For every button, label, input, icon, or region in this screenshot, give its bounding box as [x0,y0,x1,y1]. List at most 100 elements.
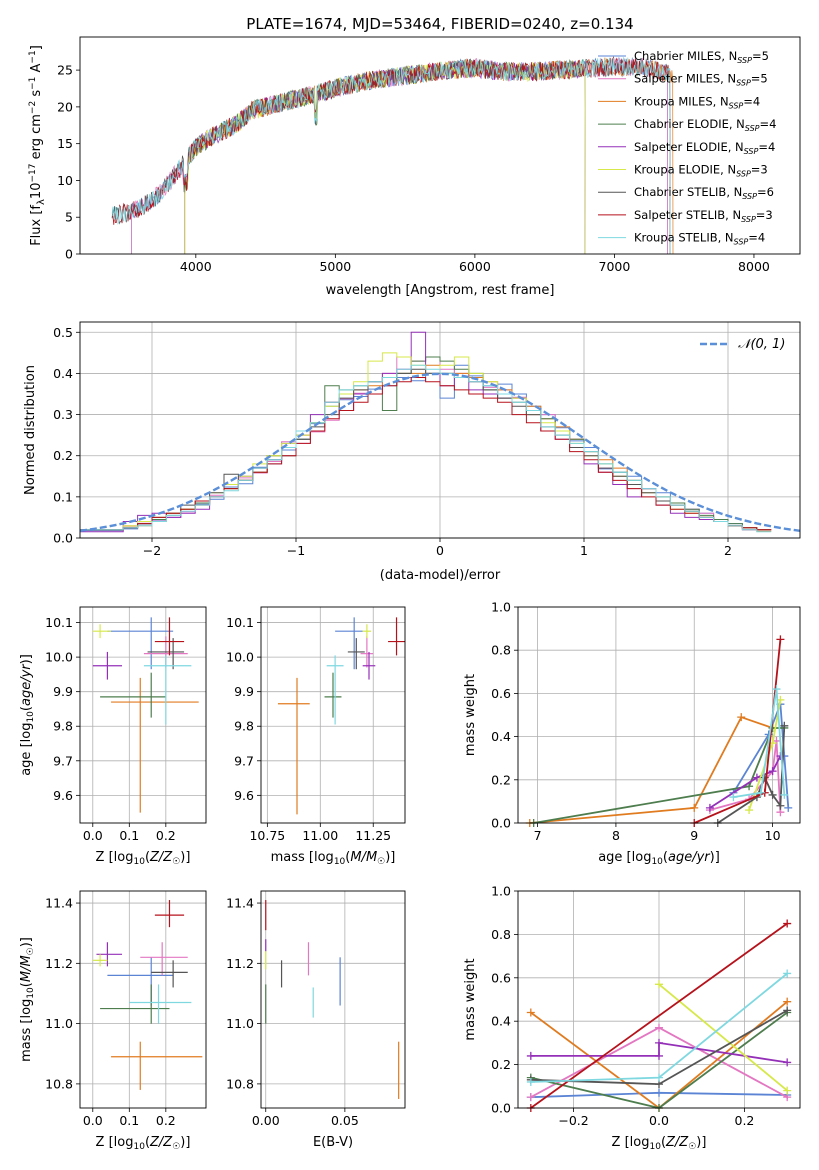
weight-series-line [733,688,786,798]
weight_vs_age-ytick-label: 0.2 [491,772,511,787]
residuals-xlabel: (data-model)/error [380,568,501,583]
residuals-frame [79,321,801,539]
errorbar-point [154,617,185,656]
spectrum-xtick-label: 6000 [459,259,491,274]
weight-series-marker [526,1008,535,1017]
mass_vs_ebv-ytick-label: 11.0 [226,1016,254,1031]
legend-entry: Salpeter STELIB, NSSP=3 [634,208,773,224]
spectrum-series [184,59,586,254]
residuals-ytick-label: 0.2 [53,448,73,463]
normal-reference-curve [80,372,800,532]
errorbar-point [154,900,185,928]
residuals-ytick-label: 0.5 [53,325,73,340]
histogram-series [80,356,772,531]
residuals-ytick-label: 0.1 [53,489,73,504]
histogram-series [80,364,772,532]
errorbar-point [92,954,108,967]
weight_vs_age-frame [517,606,801,824]
weight-series-marker [526,1077,535,1086]
mass_vs_Z-xlabel: Z [log10(Z/Z☉)] [96,1135,191,1152]
errorbar-point [277,677,310,815]
weight-series-marker [655,980,663,989]
legend-entry: 𝒩(0, 1) [738,337,785,352]
weight-series-marker [780,790,789,799]
weight-series-marker [772,685,781,694]
errorbar-point [107,957,174,1006]
age_vs_Z-ytick-label: 9.9 [53,684,73,699]
weight-series-marker [729,793,738,802]
histogram-series [80,364,772,532]
spectrum-ytick-label: 5 [65,210,73,225]
weight_vs_age-ytick-label: 0.4 [491,729,511,744]
weight-series-line [693,639,782,824]
weight-series-marker [526,1051,535,1060]
residuals-xtick-label: −1 [287,543,305,558]
weight-series-line [717,725,786,824]
age_vs_mass-xlabel: mass [log10(M/M☉)] [271,850,396,867]
errorbar-point [326,655,344,725]
weight-series-marker [783,997,792,1006]
weight-series-marker [690,803,699,812]
legend-entry: Salpeter ELODIE, NSSP=4 [634,140,775,156]
spectrum-series [131,57,668,254]
mass_vs_ebv-xlabel: E(B-V) [313,1135,353,1150]
spectrum-series [111,56,671,254]
errorbar-point [335,617,363,670]
mass_vs_ebv-frame [260,890,406,1109]
mass_vs_Z-axes: 0.0 0.1 0.2 10.8 11.0 11.2 11.4 [45,891,206,1128]
age_vs_Z-xtick-label: 0.1 [119,828,139,843]
age_vs_Z-frame [79,606,207,824]
spectrum-frame [79,36,801,255]
legend-entry: Chabrier MILES, NSSP=5 [634,49,769,65]
mass_vs_ebv-xtick-label: 0.05 [331,1113,359,1128]
spectrum-series [111,57,671,254]
weight-series-marker [756,788,765,797]
weight-series-marker [776,635,785,644]
weight_vs_Z-ytick-label: 0.8 [491,927,511,942]
age_vs_Z-xtick-label: 0.0 [83,828,103,843]
age_vs_Z-xlabel: Z [log10(Z/Z☉)] [96,850,191,867]
mass_vs_ebv-xtick-label: 0.00 [252,1113,280,1128]
errorbar-point [140,942,188,976]
age_vs_Z-ytick-label: 10.1 [45,615,73,630]
weight_vs_age-ytick-label: 0.8 [491,643,511,658]
residuals-xtick-label: 1 [580,543,588,558]
weight-series-marker [768,767,777,776]
weight-series-marker [783,919,792,928]
weight_vs_Z-ylabel: mass weight [463,958,478,1040]
errorbar-point [107,617,174,670]
weight-series-line [530,922,788,1109]
mass_vs_Z-ytick-label: 10.8 [45,1076,73,1091]
spectrum-xtick-label: 5000 [319,259,351,274]
weight-series-line [658,983,788,1092]
weight_vs_Z-xlabel: Z [log10(Z/Z☉)] [612,1135,707,1152]
mass_vs_Z-errorbars [92,900,203,1090]
spectrum-legend: Chabrier MILES, NSSP=5 Salpeter MILES, NS… [598,49,776,247]
histogram-series [80,364,772,533]
mass_vs_Z-xtick-label: 0.2 [156,1113,176,1128]
age_vs_mass-xtick-label: 10.75 [249,828,285,843]
spectrum-series [131,57,668,254]
age_vs_mass-ytick-label: 10.0 [226,650,254,665]
mass_vs_Z-frame [79,890,207,1109]
weight-series-marker [655,1051,663,1060]
weight-series-marker [783,1006,792,1015]
spectrum-series [184,59,586,254]
residuals-xtick-label: 2 [724,543,732,558]
weight_vs_age-ytick-label: 0.0 [491,816,511,831]
histogram-series [80,356,772,531]
legend-entry: Chabrier ELODIE, NSSP=4 [634,117,776,133]
weight_vs_age-lines [525,635,793,827]
weight-series-marker [655,1088,663,1097]
weight-series-marker [526,1093,535,1102]
weight_vs_Z-ytick-label: 0.2 [491,1057,511,1072]
spectrum-ytick-label: 15 [57,136,73,151]
errorbar-point [111,1041,203,1090]
residuals-xtick-label: 0 [436,543,444,558]
errorbar-point [92,651,122,680]
weight-series-marker [784,803,793,812]
mass_vs_Z-ytick-label: 11.2 [45,956,73,971]
mass_vs_ebv-axes: 0.00 0.05 10.8 11.0 11.2 11.4 [226,891,405,1128]
spectrum-ytick-label: 20 [57,99,73,114]
weight-series-marker [780,721,789,730]
